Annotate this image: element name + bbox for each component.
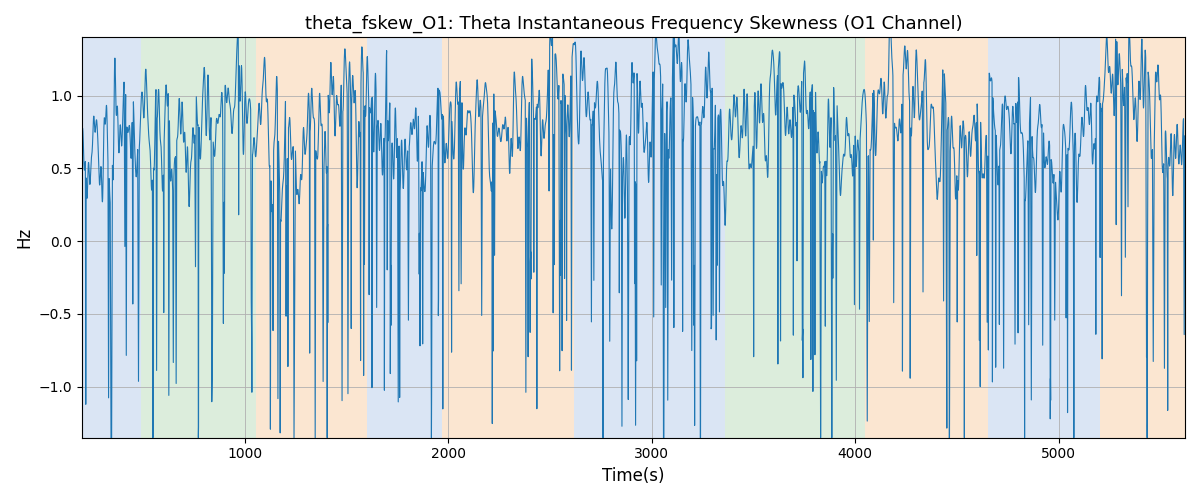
Bar (988, 38, 1099, 438)
Y-axis label: Hz: Hz (14, 227, 32, 248)
Bar (442, 38, 575, 438)
Title: theta_fskew_O1: Theta Instantaneous Frequency Skewness (O1 Channel): theta_fskew_O1: Theta Instantaneous Freq… (305, 15, 962, 34)
Bar (367, 38, 442, 438)
X-axis label: Time(s): Time(s) (602, 467, 665, 485)
Bar (725, 38, 865, 438)
Bar (1099, 38, 1186, 438)
Bar (256, 38, 367, 438)
Bar (865, 38, 988, 438)
Bar (82, 38, 140, 438)
Bar (575, 38, 725, 438)
Bar (140, 38, 256, 438)
